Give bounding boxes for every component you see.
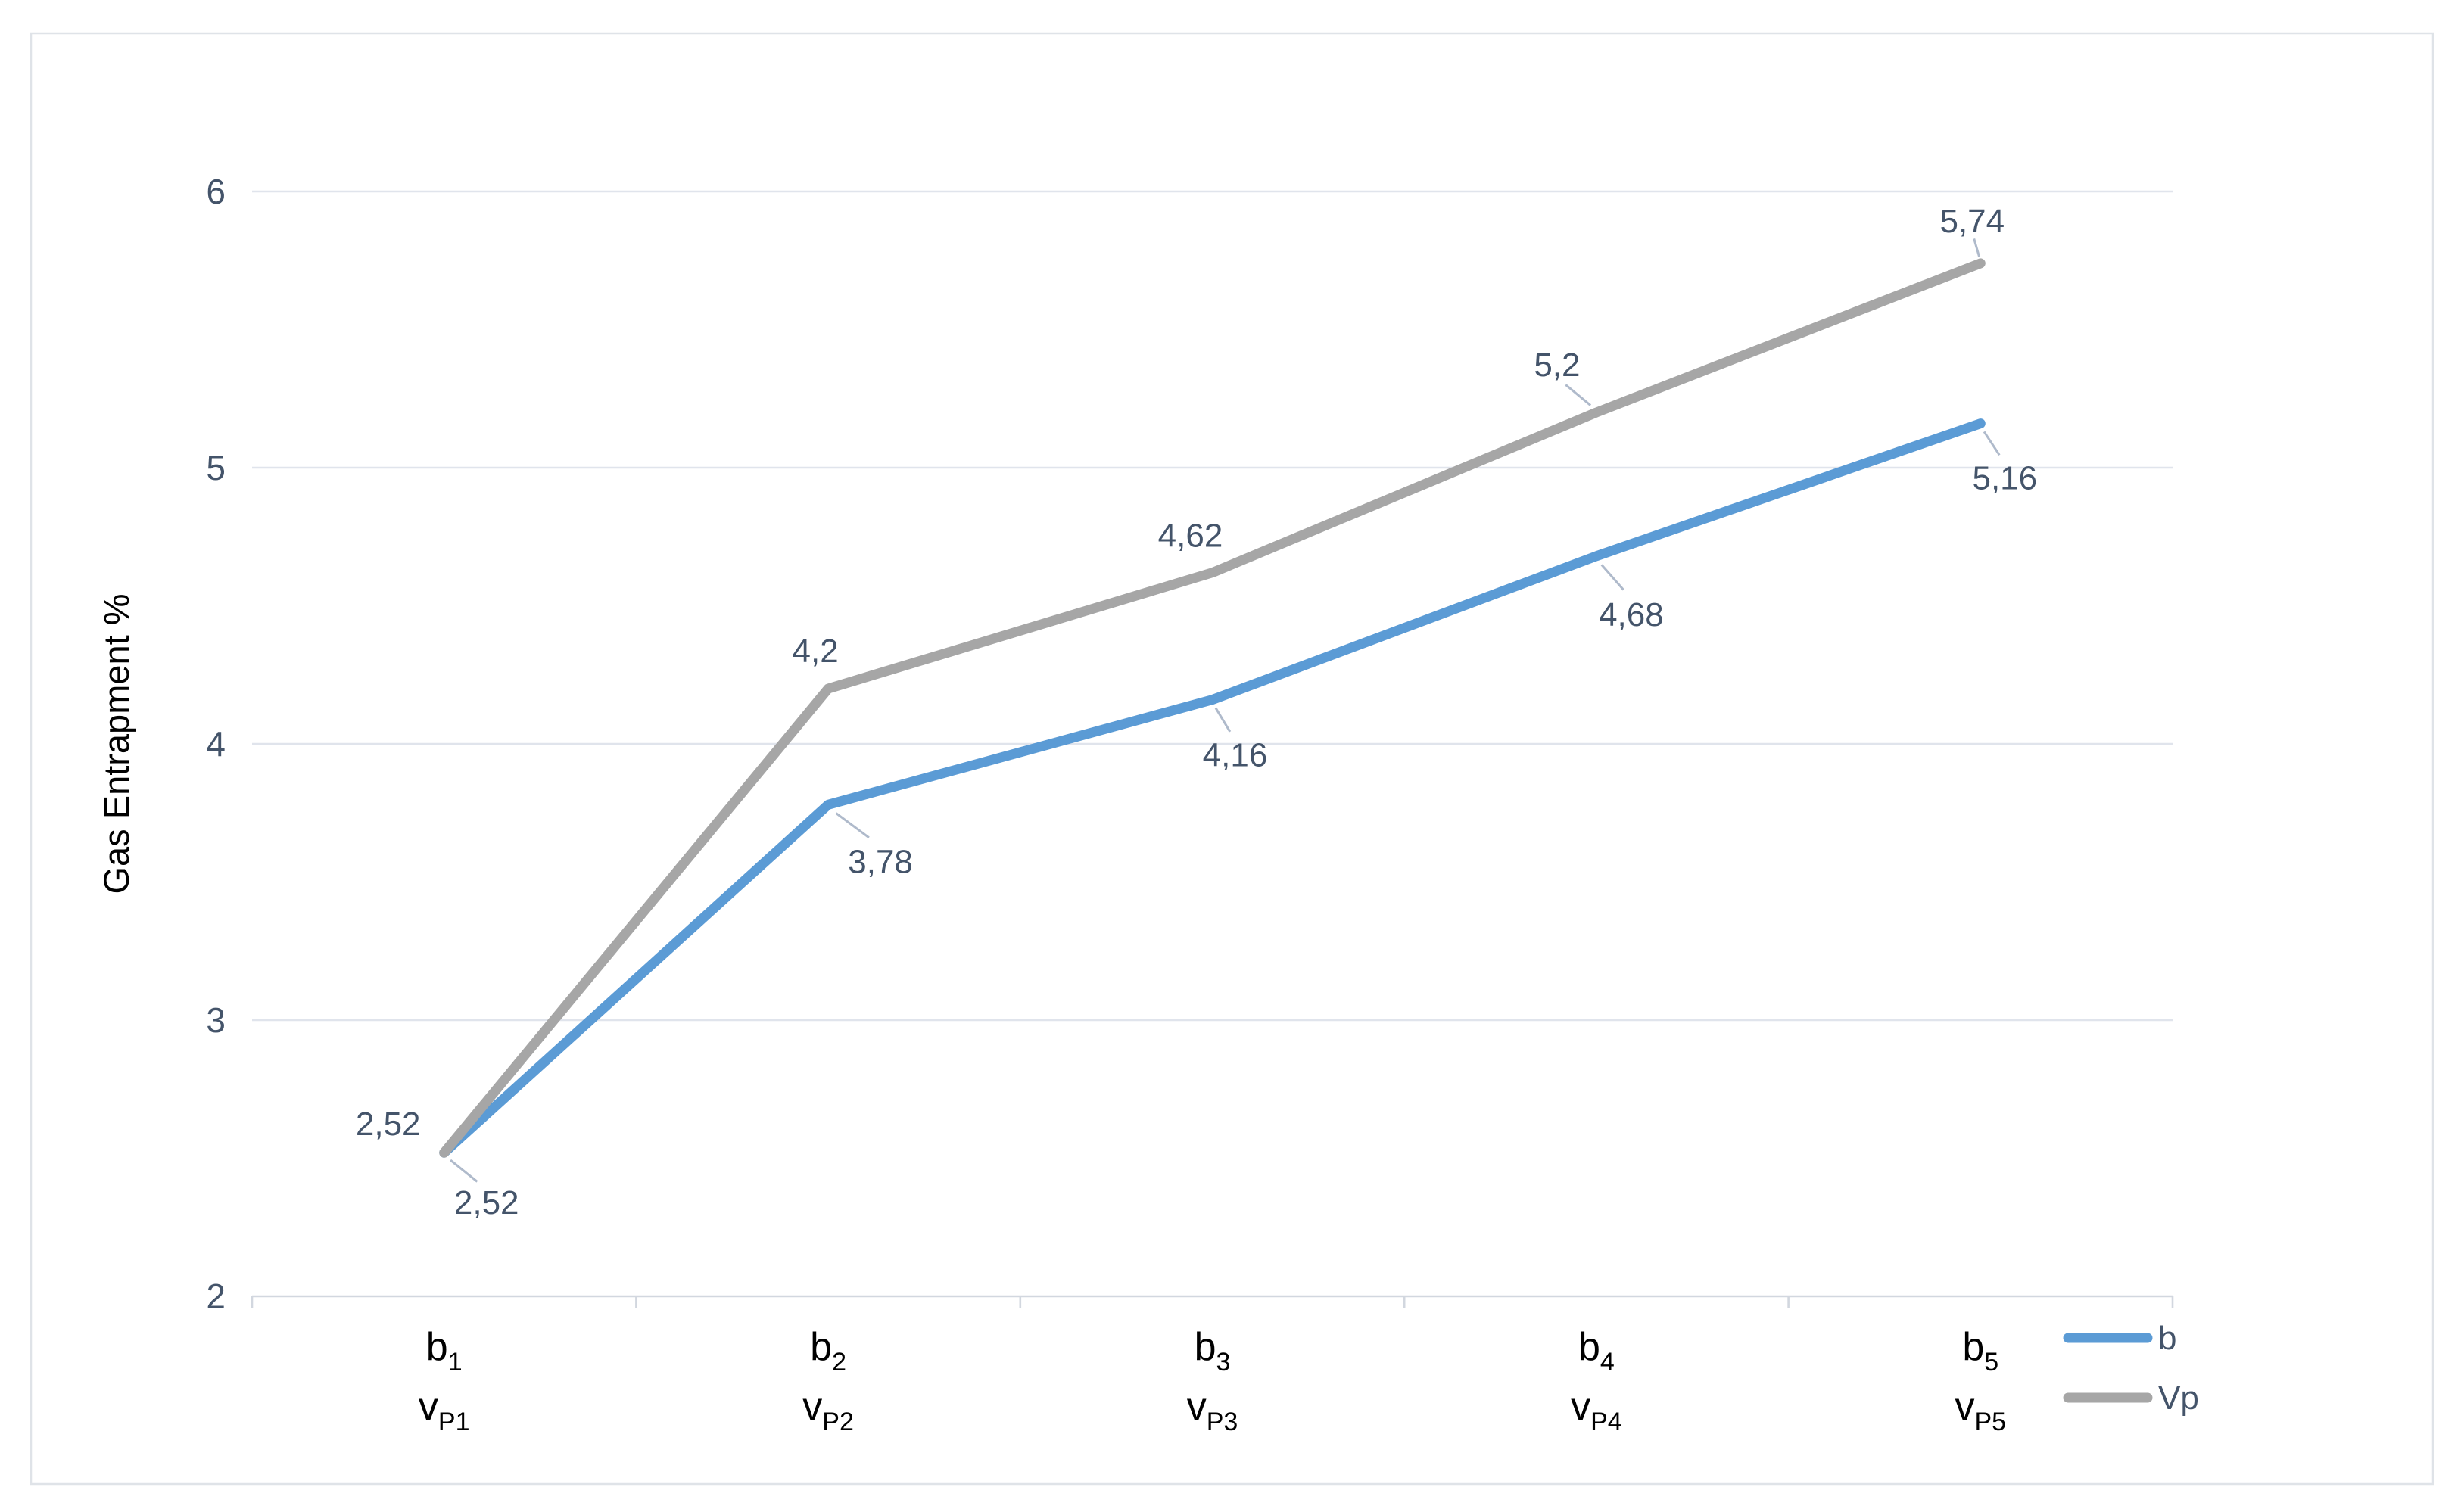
series-lines <box>439 258 1986 1158</box>
x-category-label-top: b3 <box>1195 1325 1231 1377</box>
y-axis-tick-labels: 2 3 4 5 6 <box>206 172 226 1316</box>
x-category-label-bottom: vP4 <box>1571 1385 1622 1436</box>
leader-line <box>1214 707 1232 733</box>
x-axis-category-labels: b1 vP1 b2 vP2 b3 vP3 b4 vP4 b5 vP5 <box>419 1325 2006 1436</box>
y-tick-label: 5 <box>206 448 226 487</box>
legend-label-b: b <box>2158 1320 2176 1357</box>
chart-frame-border <box>30 32 2434 1486</box>
data-label-b-4: 4,68 <box>1599 596 1664 633</box>
y-tick-label: 6 <box>206 172 226 211</box>
y-axis-title: Gas Entrapment % <box>96 593 136 894</box>
leader-line <box>1983 431 2001 456</box>
x-category-label-top: b4 <box>1578 1325 1615 1377</box>
x-category-label-top: b2 <box>810 1325 846 1377</box>
y-tick-label: 2 <box>206 1277 226 1316</box>
data-label-b-5: 5,16 <box>1972 460 2037 497</box>
data-label-b-1: 2,52 <box>454 1184 519 1221</box>
leader-line <box>1973 238 1981 257</box>
data-label-b-2: 3,78 <box>848 843 913 880</box>
leader-lines <box>450 238 2001 1183</box>
x-axis <box>251 1295 2174 1308</box>
leader-line <box>450 1159 478 1183</box>
leader-line <box>835 812 870 839</box>
leader-line <box>1600 564 1624 591</box>
legend-swatches <box>2063 1333 2153 1403</box>
x-category-label-bottom: vP3 <box>1187 1385 1238 1436</box>
x-category-label-top: b1 <box>426 1325 463 1377</box>
y-tick-label: 3 <box>206 1000 226 1040</box>
x-category-label-top: b5 <box>1962 1325 1998 1377</box>
series-Vp-line <box>439 258 1986 1158</box>
x-category-label-bottom: vP1 <box>419 1385 470 1436</box>
x-category-label-bottom: vP2 <box>802 1385 854 1436</box>
data-label-Vp-1: 2,52 <box>356 1106 421 1143</box>
legend-label-vp: Vp <box>2158 1380 2199 1417</box>
data-label-Vp-2: 4,2 <box>793 633 839 670</box>
x-category-label-bottom: vP5 <box>1955 1385 2007 1436</box>
data-label-Vp-3: 4,62 <box>1158 518 1223 555</box>
y-tick-label: 4 <box>206 724 226 764</box>
data-labels: 2,52 3,78 4,16 4,68 5,16 2,52 4,2 4,62 5,2 5,74 <box>356 203 2037 1221</box>
series-b-line <box>439 418 1986 1158</box>
leader-line <box>1565 384 1592 406</box>
data-label-Vp-4: 5,2 <box>1534 347 1580 384</box>
data-label-b-3: 4,16 <box>1203 737 1268 774</box>
legend: b Vp <box>2063 1320 2199 1417</box>
data-label-Vp-5: 5,74 <box>1939 203 2005 240</box>
gridlines <box>252 190 2173 1022</box>
